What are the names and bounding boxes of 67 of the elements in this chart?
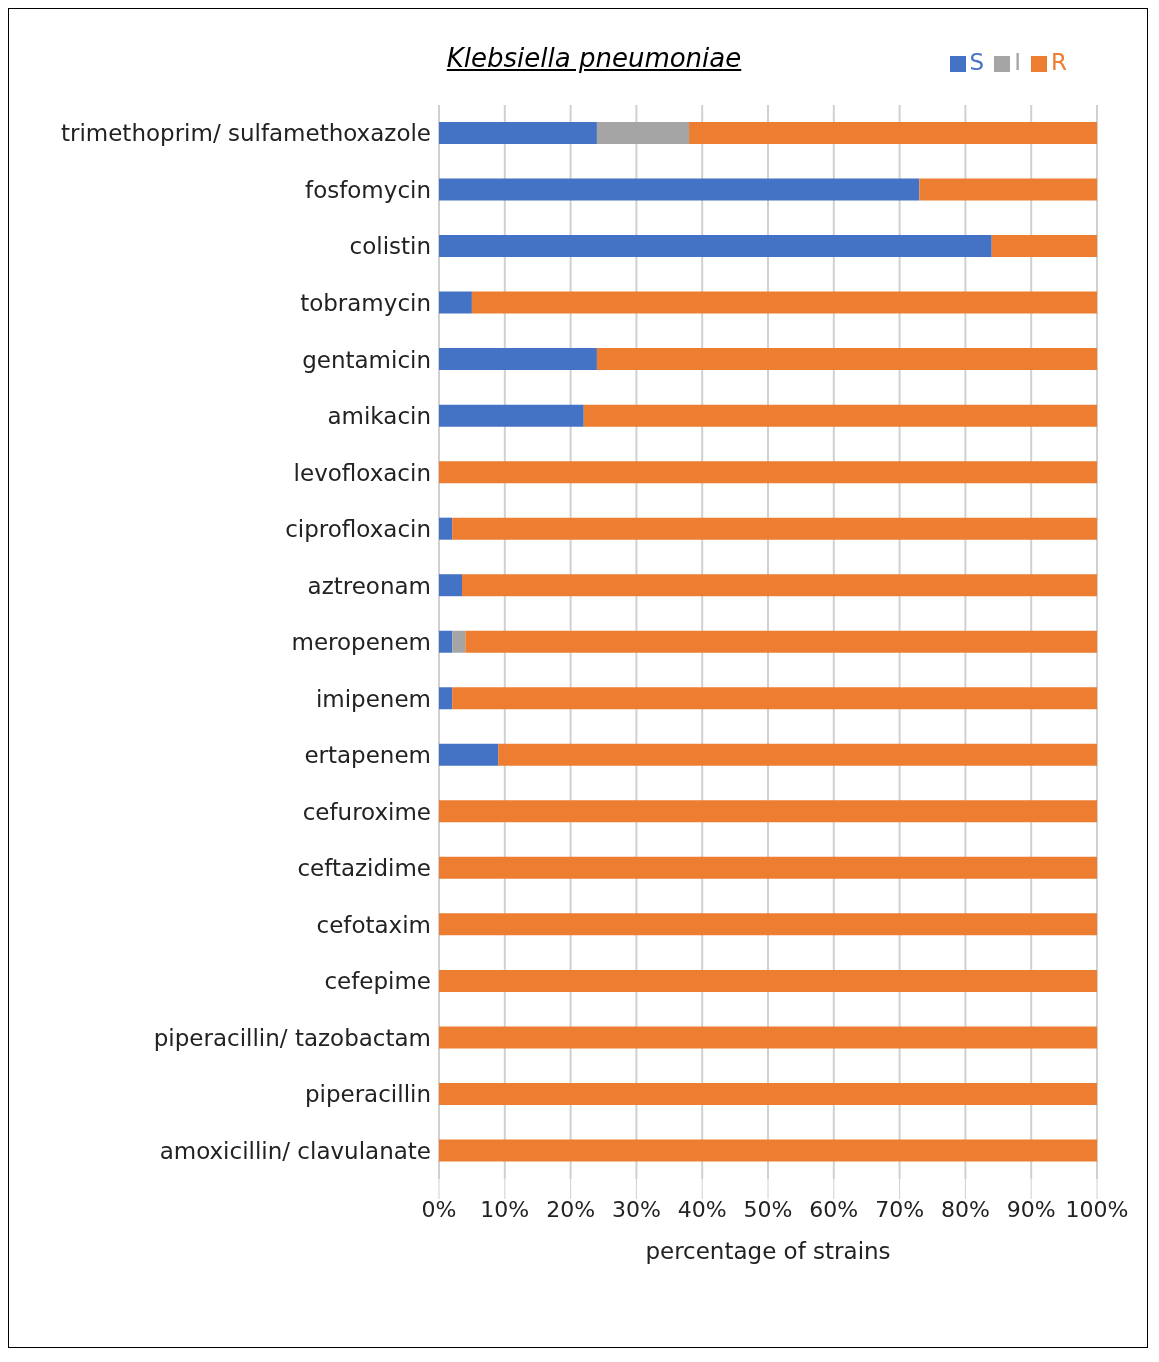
chart-title: Klebsiella pneumoniae xyxy=(445,43,743,73)
legend-label: R xyxy=(1051,49,1067,75)
x-tick-label: 20% xyxy=(546,1196,596,1222)
bar xyxy=(596,122,690,144)
legend-label: S xyxy=(969,49,985,75)
bar xyxy=(439,1026,1097,1049)
y-tick-label: piperacillin/ tazobactam xyxy=(153,1024,431,1051)
x-tick-label: 80% xyxy=(940,1196,990,1222)
y-tick-label: colistin xyxy=(349,233,431,260)
bar xyxy=(439,235,992,258)
y-tick-label: trimethoprim/ sulfamethoxazole xyxy=(60,120,431,147)
bar xyxy=(462,574,1097,597)
x-tick-label: 40% xyxy=(677,1196,727,1222)
x-tick-label: 0% xyxy=(421,1196,457,1222)
bar xyxy=(689,122,1097,144)
bar xyxy=(452,687,1097,710)
x-axis-title: percentage of strains xyxy=(645,1238,891,1264)
bar xyxy=(439,291,472,314)
legend-label: I xyxy=(1014,49,1022,75)
y-tick-label: piperacillin xyxy=(304,1081,431,1108)
bar xyxy=(439,743,499,766)
y-tick-label: gentamicin xyxy=(302,346,431,373)
bar xyxy=(465,630,1097,653)
x-tick-label: 50% xyxy=(743,1196,793,1222)
bar xyxy=(439,1082,1097,1105)
bar xyxy=(919,178,1097,201)
bar xyxy=(439,461,1097,484)
y-tick-label: aztreonam xyxy=(307,572,431,599)
bar xyxy=(439,969,1097,992)
y-tick-label: fosfomycin xyxy=(305,176,431,203)
bar xyxy=(439,630,453,653)
bar xyxy=(439,687,453,710)
y-tick-label: imipenem xyxy=(315,685,431,712)
x-tick-label: 60% xyxy=(809,1196,859,1222)
bar xyxy=(439,348,597,371)
bar xyxy=(471,291,1097,314)
x-tick-label: 70% xyxy=(875,1196,925,1222)
bar xyxy=(583,404,1097,427)
bar xyxy=(596,348,1097,371)
bar xyxy=(439,517,453,540)
x-tick-label: 100% xyxy=(1065,1196,1129,1222)
bar xyxy=(439,404,584,427)
bar xyxy=(452,517,1097,540)
y-tick-label: cefuroxime xyxy=(302,798,431,825)
bar xyxy=(439,856,1097,879)
y-tick-label: levofloxacin xyxy=(293,459,431,486)
y-tick-label: amikacin xyxy=(327,403,431,430)
y-tick-label: ceftazidime xyxy=(297,855,431,882)
bar xyxy=(439,178,920,201)
bar xyxy=(439,122,597,144)
bar xyxy=(439,913,1097,936)
y-tick-label: ciprofloxacin xyxy=(285,516,431,543)
bar xyxy=(439,574,463,597)
y-tick-label: tobramycin xyxy=(300,290,431,317)
bar xyxy=(498,743,1097,766)
bar xyxy=(452,630,466,653)
y-tick-label: ertapenem xyxy=(304,742,431,769)
y-tick-label: amoxicillin/ clavulanate xyxy=(159,1137,431,1164)
x-tick-label: 30% xyxy=(611,1196,661,1222)
y-tick-label: meropenem xyxy=(291,629,431,656)
bar xyxy=(439,1139,1097,1162)
y-tick-label: cefotaxim xyxy=(316,911,431,938)
x-tick-label: 90% xyxy=(1006,1196,1056,1222)
bar xyxy=(439,800,1097,823)
x-tick-label: 10% xyxy=(480,1196,530,1222)
bar xyxy=(991,235,1097,258)
y-tick-label: cefepime xyxy=(324,968,431,995)
